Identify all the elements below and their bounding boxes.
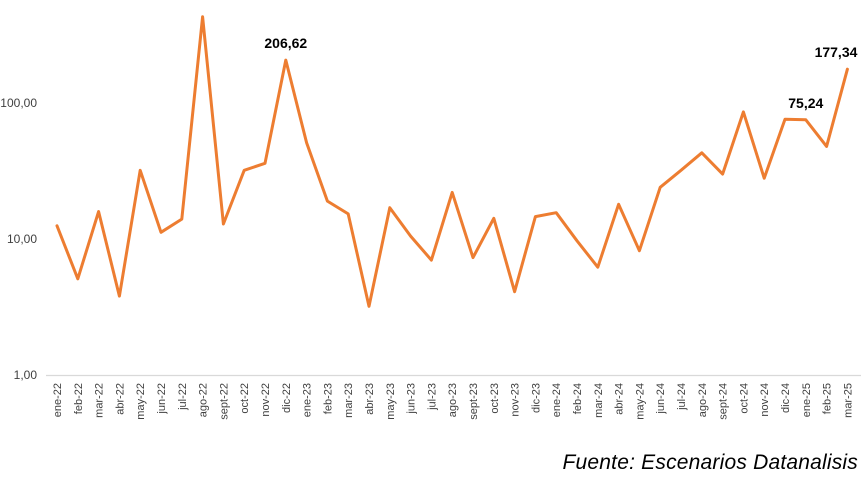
- x-axis-tick-label: feb-25: [822, 383, 834, 414]
- line-chart: 1,00 10,00 100,00 ene-22 feb-22 mar-22 abr-22 m…: [0, 15, 861, 420]
- x-axis-tick-label: ene-24: [551, 383, 563, 417]
- x-axis-tick-label: dic-24: [780, 383, 792, 413]
- x-axis-tick-label: dic-22: [281, 383, 293, 413]
- series-line: [55, 15, 849, 308]
- x-axis-tick-label: ago-22: [198, 383, 210, 417]
- x-axis-tick-label: ago-23: [447, 383, 459, 417]
- y-axis-tick-label: 10,00: [7, 232, 37, 246]
- x-axis-tick-label: feb-22: [73, 383, 85, 414]
- x-axis-tick-label: feb-23: [322, 383, 334, 414]
- x-axis-tick-label: sept-24: [718, 383, 730, 420]
- x-axis-tick-label: ene-23: [302, 383, 314, 417]
- x-axis-tick-label: oct-22: [239, 383, 251, 414]
- data-label: 177,34: [815, 44, 858, 60]
- data-label: 206,62: [264, 35, 307, 51]
- x-axis-tick-label: dic-23: [530, 383, 542, 413]
- x-axis-tick-label: mar-25: [842, 383, 854, 418]
- x-axis-tick-label: jul-22: [177, 383, 189, 411]
- x-axis-tick-label: sept-22: [218, 383, 230, 420]
- x-axis-tick-label: mar-24: [593, 383, 605, 418]
- x-axis-tick-label: jun-22: [156, 383, 168, 415]
- x-axis-tick-label: sept-23: [468, 383, 480, 420]
- x-axis-tick-label: may-24: [634, 383, 646, 420]
- x-axis-tick-label: ene-25: [801, 383, 813, 417]
- y-axis-tick-label: 1,00: [14, 368, 38, 382]
- x-axis-tick-label: abr-24: [614, 383, 626, 415]
- y-axis-tick-label: 100,00: [0, 96, 37, 110]
- x-axis-tick-label: may-23: [385, 383, 397, 420]
- x-axis-tick-label: abr-23: [364, 383, 376, 415]
- x-axis-tick-label: oct-23: [489, 383, 501, 414]
- source-caption: Fuente: Escenarios Datanalisis: [562, 451, 858, 474]
- x-axis-tick-label: feb-24: [572, 383, 584, 414]
- x-axis-tick-label: ene-22: [52, 383, 64, 417]
- x-axis-tick-label: nov-24: [759, 383, 771, 417]
- x-axis-tick-label: jun-23: [406, 383, 418, 415]
- x-axis-tick-label: may-22: [135, 383, 147, 420]
- data-label: 75,24: [788, 95, 823, 111]
- x-axis-tick-label: mar-23: [343, 383, 355, 418]
- x-axis-tick-label: abr-22: [114, 383, 126, 415]
- x-axis-tick-label: nov-23: [510, 383, 522, 417]
- x-axis-tick-label: nov-22: [260, 383, 272, 417]
- x-axis-tick-label: jul-24: [676, 383, 688, 411]
- x-axis-tick-label: mar-22: [94, 383, 106, 418]
- x-axis-tick-label: oct-24: [738, 383, 750, 414]
- x-axis-tick-label: jul-23: [426, 383, 438, 411]
- x-axis-tick-label: jun-24: [655, 383, 667, 415]
- x-axis-tick-label: ago-24: [697, 383, 709, 417]
